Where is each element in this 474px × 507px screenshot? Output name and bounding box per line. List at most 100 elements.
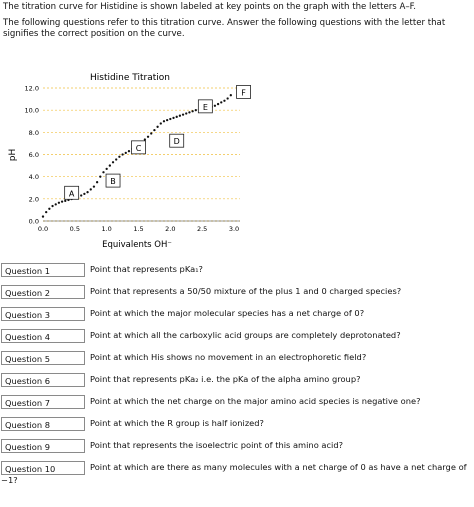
question-text: Point at which the major molecular speci…: [90, 308, 365, 318]
data-point: [188, 111, 191, 114]
point-label-box: [197, 99, 213, 114]
question-row: Question 10 Point at which are there as m…: [0, 460, 474, 485]
data-point: [86, 191, 89, 194]
question-answer-box[interactable]: Question 5: [1, 351, 85, 365]
point-label-c: C: [131, 140, 146, 155]
data-point: [45, 210, 48, 214]
data-point: [92, 185, 96, 188]
question-text: Point at which His shows no movement in …: [90, 352, 367, 362]
question-text: Point that represents pKa₁?: [90, 264, 203, 274]
y-tick-label: 0.0: [29, 218, 39, 226]
x-tick-label: 1.5: [133, 225, 143, 233]
question-answer-box[interactable]: Question 6: [1, 373, 85, 387]
data-point: [178, 114, 182, 117]
data-point: [99, 175, 102, 178]
data-point: [41, 215, 45, 218]
data-point: [229, 94, 232, 97]
chart-title: Histidine Titration: [90, 73, 170, 83]
data-point: [213, 104, 217, 107]
point-label-e: E: [197, 99, 213, 114]
y-tick-label: 8.0: [29, 129, 39, 137]
question-text: Point at which the R group is half ioniz…: [90, 418, 264, 428]
x-axis-label: Equivalents OH⁻: [102, 240, 172, 250]
point-label-letter: A: [69, 189, 75, 198]
data-point: [64, 199, 67, 202]
data-point: [153, 128, 156, 132]
data-point: [121, 153, 124, 156]
data-point: [143, 138, 147, 141]
point-label-box: [105, 173, 121, 188]
data-point: [127, 150, 131, 153]
point-label-box: [64, 185, 80, 200]
data-point: [194, 109, 197, 112]
data-point: [156, 125, 159, 128]
question-row: Question 4 Point at which all the carboxy…: [0, 328, 474, 346]
x-tick-label: 1.0: [101, 225, 111, 233]
data-point: [54, 203, 57, 206]
point-label-letter: B: [110, 177, 116, 186]
question-answer-box[interactable]: Question 2: [1, 285, 85, 299]
data-point: [220, 101, 223, 104]
point-label-letter: F: [241, 88, 246, 97]
data-point: [83, 192, 86, 195]
data-point: [111, 161, 115, 164]
question-text: Point at which the net charge on the maj…: [90, 396, 421, 406]
point-label-letter: E: [203, 103, 208, 112]
data-point: [89, 188, 92, 191]
y-tick-label: 4.0: [29, 173, 39, 181]
data-point: [48, 207, 51, 210]
y-tick-label: 6.0: [29, 151, 39, 159]
question-text: Point that represents the isoelectric po…: [90, 440, 344, 450]
data-point: [223, 99, 226, 102]
question-text: Point that represents a 50/50 mixture of…: [90, 286, 402, 296]
y-tick-label: 10.0: [25, 107, 39, 115]
question-answer-box[interactable]: Question 9: [1, 439, 85, 453]
question-row: Question 5 Point at which His shows no mo…: [0, 350, 474, 368]
question-row: Question 3 Point at which the major molec…: [0, 306, 474, 324]
point-label-f: F: [236, 85, 251, 99]
data-point: [124, 151, 127, 154]
question-answer-box[interactable]: Question 10: [1, 461, 85, 475]
data-point: [159, 122, 162, 125]
data-point: [51, 204, 54, 208]
data-point: [115, 158, 118, 161]
question-answer-box[interactable]: Question 1: [1, 263, 85, 277]
question-answer-box[interactable]: Question 4: [1, 329, 85, 343]
point-label-box: [236, 85, 251, 99]
question-row: Question 2 Point that represents a 50/50 …: [0, 284, 474, 302]
data-point: [60, 200, 64, 203]
point-label-a: A: [64, 185, 80, 200]
data-point: [216, 102, 220, 106]
question-row: Question 9 Point that represents the isoe…: [0, 438, 474, 456]
x-tick-label: 2.0: [165, 225, 175, 233]
instructions: The titration curve for Histidine is sho…: [3, 2, 471, 45]
data-point: [172, 116, 175, 120]
point-label-box: [131, 140, 146, 155]
x-tick-label: 0.0: [38, 225, 48, 233]
point-label-letter: D: [174, 137, 180, 146]
question-text: Point that represents pKa₂ i.e. the pKa …: [90, 374, 361, 384]
question-text: Point at which all the carboxylic acid g…: [90, 330, 401, 340]
data-point: [105, 167, 108, 171]
data-point: [57, 201, 61, 204]
data-point: [108, 164, 111, 167]
question-answer-box[interactable]: Question 7: [1, 395, 85, 409]
y-tick-label: 12.0: [25, 85, 39, 93]
question-row: Question 6 Point that represents pKa₂ i.e…: [0, 372, 474, 390]
data-point: [102, 171, 105, 174]
question-text: Point at which are there as many molecul…: [90, 462, 467, 472]
point-label-d: D: [169, 133, 185, 148]
question-row: Question 1 Point that represents pKa₁?: [0, 262, 474, 280]
data-point: [80, 194, 83, 197]
question-answer-box[interactable]: Question 3: [1, 307, 85, 321]
point-label-b: B: [105, 173, 121, 188]
data-point: [150, 132, 153, 135]
data-point: [169, 117, 172, 121]
point-label-letter: C: [136, 144, 142, 153]
y-tick-label: 2.0: [29, 195, 39, 203]
question-answer-box[interactable]: Question 8: [1, 417, 85, 431]
titration-chart: Histidine Titration Equivalents OH⁻ pH 0…: [8, 73, 251, 250]
x-tick-label: 0.5: [70, 225, 80, 233]
data-point: [191, 110, 194, 113]
intro-line-2: The following questions refer to this ti…: [3, 18, 446, 39]
